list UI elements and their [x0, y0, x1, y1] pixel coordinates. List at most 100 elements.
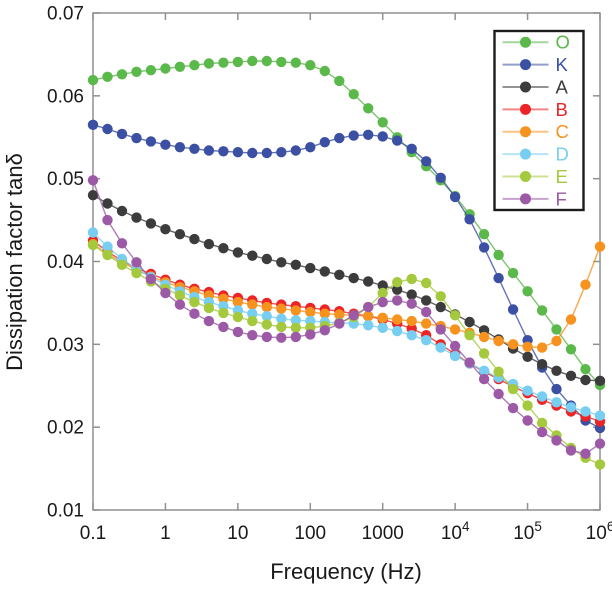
series-D-point [406, 330, 417, 341]
series-A-point [305, 262, 316, 274]
series-F-point [507, 402, 519, 414]
series-O-point [116, 69, 128, 80]
series-K-point [247, 147, 258, 159]
series-E-point [218, 307, 229, 319]
series-F-point [392, 295, 403, 306]
series-C-point [363, 311, 374, 322]
series-E-point [290, 322, 301, 333]
series-F-point [87, 175, 99, 186]
series-A-point [392, 284, 403, 295]
series-F-point [449, 340, 461, 352]
series-D-point [363, 320, 374, 331]
series-F-point [435, 324, 446, 335]
series-F-point [174, 299, 186, 310]
series-A-point [421, 295, 432, 306]
y-tick-label: 0.03 [47, 335, 84, 356]
series-F-point [189, 308, 200, 319]
series-E-point [478, 348, 490, 359]
series-O-point [203, 58, 215, 69]
series-A-point [276, 257, 287, 268]
series-O-point [290, 57, 301, 68]
series-C-point [421, 318, 432, 329]
series-E-point [594, 459, 606, 470]
series-A-point [145, 218, 157, 229]
series-D-point [449, 350, 461, 362]
x-tick-label: 1000 [362, 523, 404, 544]
series-A-point [522, 351, 533, 362]
series-O-point [536, 305, 548, 316]
legend-entry-C: C [502, 121, 569, 142]
series-F-point [406, 298, 417, 309]
series-K-point [116, 128, 128, 140]
legend-label-B: B [556, 99, 568, 120]
series-O-point [565, 344, 577, 355]
series-E-point [116, 259, 128, 270]
series-K-point [276, 147, 287, 158]
series-C-point [232, 296, 244, 308]
legend-marker-D [520, 148, 531, 160]
series-A-point [131, 212, 142, 223]
series-O-point [131, 66, 142, 78]
series-D-point [87, 227, 99, 238]
series-K-point [493, 272, 504, 284]
series-D-point [421, 335, 432, 346]
legend-marker-C [520, 126, 531, 138]
x-tick-label: 0.1 [80, 523, 106, 544]
series-E-point [507, 383, 519, 395]
series-D-point [435, 342, 446, 353]
series-A-point [87, 190, 99, 201]
series-A-point [218, 243, 229, 254]
series-D-point [551, 397, 562, 408]
series-C-point [247, 299, 258, 310]
series-O-point [102, 71, 113, 83]
series-C-point [290, 305, 301, 316]
series-O-point [87, 74, 99, 86]
series-O-point [189, 59, 200, 71]
series-C-point [276, 303, 287, 314]
series-A-point [232, 247, 244, 258]
series-D-point [392, 325, 403, 337]
legend-label-D: D [556, 144, 569, 165]
series-O-point [261, 55, 272, 67]
series-K-point [87, 119, 99, 130]
series-K-point [363, 129, 374, 140]
series-O-point [580, 364, 591, 375]
series-D-point [536, 391, 548, 402]
series-F-point [348, 310, 359, 321]
y-tick-label: 0.02 [47, 418, 84, 439]
series-A-point [377, 280, 388, 291]
series-D-point [102, 241, 113, 252]
series-E-point [261, 319, 272, 330]
legend-marker-K [520, 59, 531, 71]
series-F-point [305, 329, 316, 340]
y-tick-label: 0.06 [47, 86, 84, 107]
series-F-point [160, 287, 171, 299]
series-K-point [392, 135, 403, 146]
series-O-point [160, 63, 171, 74]
series-K-point [232, 147, 244, 158]
series-D-markers [87, 227, 606, 421]
series-E-point [87, 239, 99, 251]
series-group [87, 55, 606, 470]
y-tick-label: 0.04 [47, 252, 84, 273]
series-E-point [493, 366, 504, 377]
legend-marker-A [520, 81, 531, 93]
series-D-point [580, 406, 591, 417]
series-K-point [478, 242, 490, 253]
y-tick-label: 0.07 [47, 4, 84, 25]
series-F-point [247, 330, 258, 341]
plot-frame-group [92, 12, 601, 511]
series-E-point [435, 291, 446, 302]
legend-label-K: K [556, 54, 569, 75]
legend-marker-O [520, 36, 531, 48]
series-K-point [421, 156, 432, 167]
legend-marker-E [520, 170, 531, 182]
series-K-point [174, 142, 186, 153]
series-F-point [464, 357, 475, 368]
series-O-point [305, 59, 316, 71]
series-A-point [290, 259, 301, 270]
series-K-point [290, 145, 301, 156]
series-E-point [522, 400, 533, 411]
series-E-point [102, 249, 113, 261]
